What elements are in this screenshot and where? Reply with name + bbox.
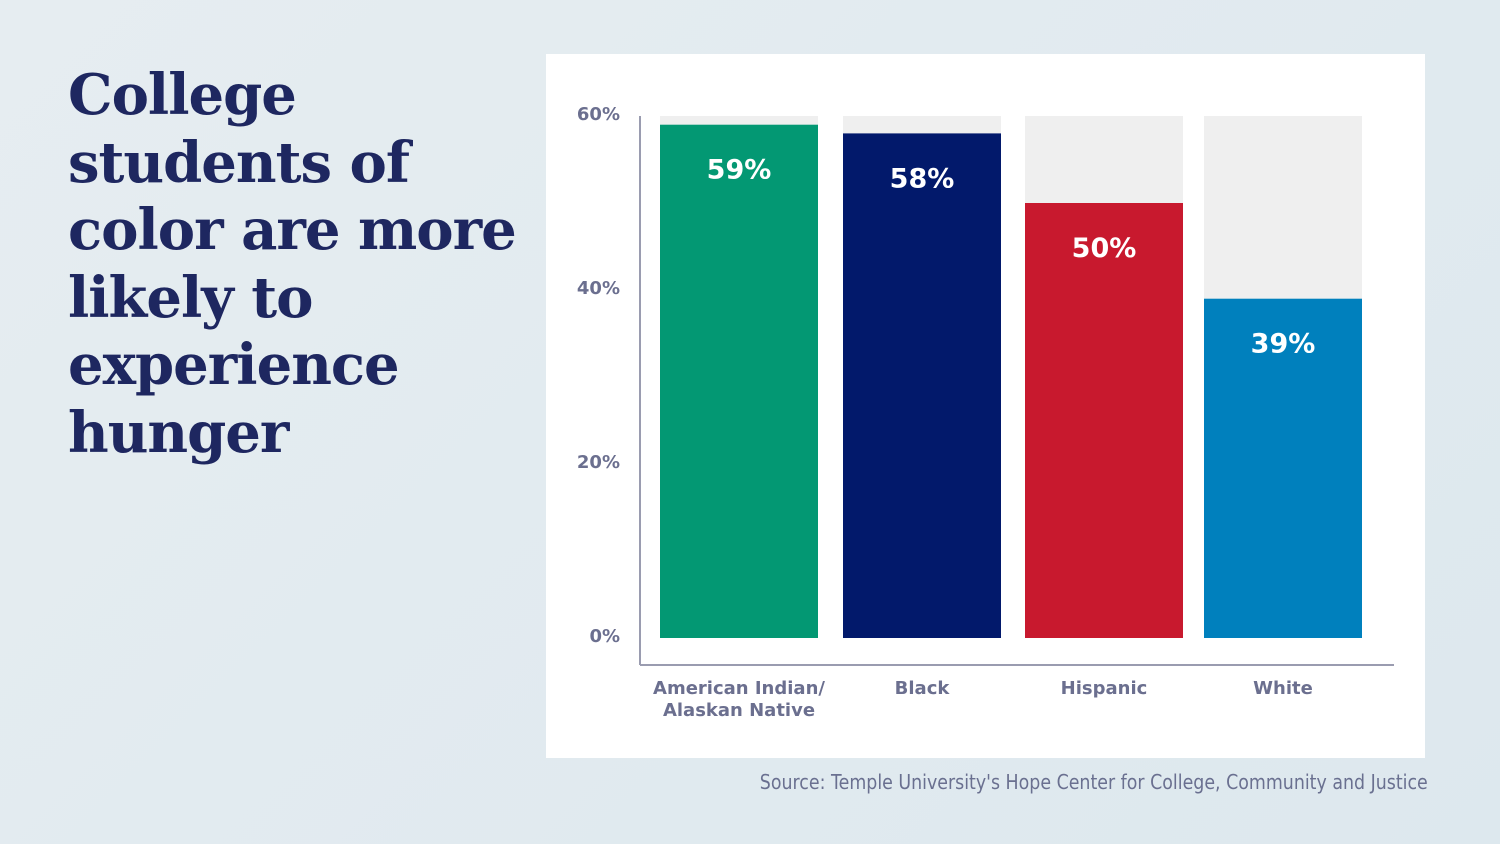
x-tick-label: Hispanic bbox=[1061, 678, 1148, 699]
headline: College students of color are more likel… bbox=[68, 62, 517, 466]
bar bbox=[660, 124, 818, 638]
y-tick-label: 40% bbox=[577, 278, 620, 299]
bar bbox=[843, 133, 1001, 638]
chart-card: 0% 20% 40% 60% 59% American Indian/Alaskan Na… bbox=[546, 54, 1425, 758]
data-label: 58% bbox=[890, 163, 955, 194]
source-note: Source: Temple University's Hope Center … bbox=[760, 770, 1428, 794]
bar bbox=[1204, 298, 1362, 638]
y-tick-label: 0% bbox=[589, 626, 620, 647]
y-tick-label: 60% bbox=[577, 104, 620, 125]
x-tick-label: American Indian/ bbox=[653, 678, 825, 699]
x-tick-label: Black bbox=[895, 678, 951, 699]
data-label: 50% bbox=[1072, 233, 1137, 264]
data-label: 39% bbox=[1251, 329, 1316, 360]
x-tick-label: White bbox=[1253, 678, 1313, 699]
bar bbox=[1025, 203, 1183, 638]
x-tick-label: Alaskan Native bbox=[663, 700, 815, 721]
y-tick-label: 20% bbox=[577, 452, 620, 473]
bar-chart: 0% 20% 40% 60% 59% American Indian/Alaskan Na… bbox=[577, 104, 1394, 721]
data-label: 59% bbox=[707, 155, 772, 186]
